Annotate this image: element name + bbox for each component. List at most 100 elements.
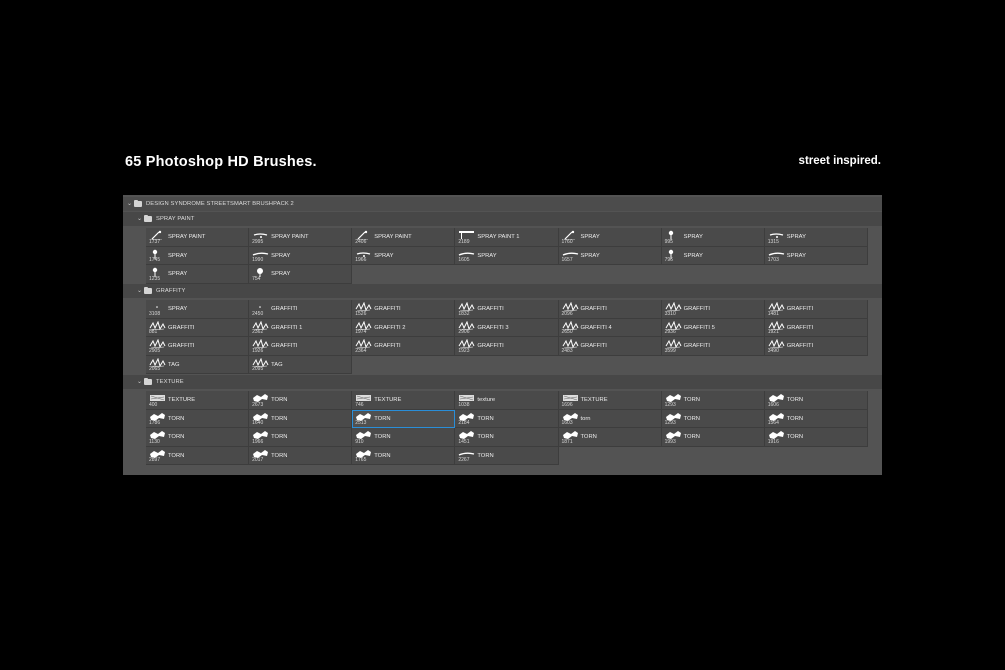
brush-preset[interactable]: 3108 SPRAY bbox=[146, 300, 250, 319]
brush-preset[interactable]: 1526 GRAFFITI bbox=[352, 300, 456, 319]
drip-icon bbox=[668, 230, 673, 240]
brush-preset[interactable]: 1737 SPRAY PAINT bbox=[146, 228, 250, 247]
brush-name: TORN bbox=[374, 415, 391, 422]
brush-preset[interactable]: 1657 SPRAY bbox=[558, 246, 662, 265]
brush-preset[interactable]: 2189 SPRAY PAINT 1 bbox=[455, 228, 559, 247]
spray-dot-icon bbox=[769, 233, 783, 238]
brush-preset[interactable]: 1871 TORN bbox=[558, 428, 662, 447]
brush-preset[interactable]: 2065 TAG bbox=[146, 355, 250, 374]
brush-name: TORN bbox=[683, 397, 700, 403]
brush-preset[interactable]: 1993 TORN bbox=[661, 428, 765, 447]
torn-icon bbox=[253, 431, 269, 439]
brush-size: 2513 bbox=[355, 420, 367, 426]
brush-preset[interactable]: 1990 SPRAY bbox=[249, 246, 353, 265]
brush-preset[interactable]: 2184 TORN bbox=[455, 409, 559, 428]
brush-name: TORN bbox=[168, 452, 185, 459]
torn-icon bbox=[665, 394, 681, 402]
brush-name: TORN bbox=[477, 415, 494, 422]
brush-preset[interactable]: 881 GRAFFITI bbox=[146, 318, 250, 337]
brush-name: TAG bbox=[271, 361, 283, 368]
root-folder-row[interactable]: ⌄ DESIGN SYNDROME STREETSMART BRUSHPACK … bbox=[123, 197, 882, 211]
group-row-spray-paint[interactable]: ⌄ SPRAY PAINT bbox=[123, 212, 882, 226]
brush-preset[interactable]: 1916 TORN bbox=[764, 428, 868, 447]
brush-preset[interactable]: 2513 TORN bbox=[352, 409, 456, 428]
torn-icon bbox=[459, 431, 475, 439]
brush-name: SPRAY bbox=[786, 234, 806, 240]
brush-preset[interactable]: 1760 SPRAY bbox=[558, 228, 662, 247]
chevron-down-icon[interactable]: ⌄ bbox=[127, 201, 133, 207]
chevron-down-icon[interactable]: ⌄ bbox=[137, 216, 143, 222]
brush-preset[interactable]: 1921 GRAFFITI bbox=[764, 318, 868, 337]
chevron-down-icon[interactable]: ⌄ bbox=[137, 379, 143, 385]
brush-preset[interactable]: 2673 TORN bbox=[249, 391, 353, 410]
group-row-graffity[interactable]: ⌄ GRAFFITY bbox=[123, 284, 882, 298]
brush-preset[interactable]: 1696 TEXTURE bbox=[558, 391, 662, 410]
brush-preset[interactable]: 2364 GRAFFITI bbox=[352, 337, 456, 356]
brush-preset[interactable]: 1966 TORN bbox=[249, 428, 353, 447]
page-tagline: street inspired. bbox=[798, 155, 881, 167]
brush-preset[interactable]: 1130 TORN bbox=[146, 428, 250, 447]
texture-icon bbox=[356, 395, 372, 401]
brush-preset[interactable]: 1745 SPRAY bbox=[146, 246, 250, 265]
brush-preset[interactable]: 1293 TORN bbox=[661, 391, 765, 410]
brush-preset[interactable]: 1923 GRAFFITI bbox=[455, 337, 559, 356]
brush-preset[interactable]: 1293 TORN bbox=[661, 409, 765, 428]
brush-size: 3108 bbox=[149, 310, 161, 317]
brush-preset[interactable]: 1605 SPRAY bbox=[455, 246, 559, 265]
spray-dot-icon bbox=[357, 251, 371, 257]
brush-size: 2450 bbox=[252, 310, 264, 317]
brush-preset[interactable]: 1786 TORN bbox=[146, 409, 250, 428]
brush-preset[interactable]: 746 TEXTURE bbox=[352, 391, 456, 410]
brush-name: TORN bbox=[374, 434, 391, 440]
brush-preset[interactable]: 1765 TORN bbox=[352, 446, 456, 465]
brush-preset[interactable]: 995 SPRAY bbox=[661, 228, 765, 247]
brush-preset[interactable]: 2406 SPRAY PAINT bbox=[352, 228, 456, 247]
tag-icon bbox=[149, 339, 166, 349]
brush-preset[interactable]: 2017 TORN bbox=[249, 446, 353, 465]
brush-preset[interactable]: 2995 SPRAY PAINT bbox=[249, 228, 353, 247]
brush-preset[interactable]: 910 TORN bbox=[352, 428, 456, 447]
tag-icon bbox=[252, 339, 269, 349]
brush-preset[interactable]: 1966 SPRAY bbox=[352, 246, 456, 265]
brush-preset[interactable]: 3310 GRAFFITI bbox=[661, 300, 765, 319]
brush-preset[interactable]: 1481 GRAFFITI bbox=[764, 300, 868, 319]
brush-preset[interactable]: 2650 GRAFFITI 4 bbox=[558, 318, 662, 337]
torn-icon bbox=[356, 412, 372, 421]
brush-preset[interactable]: 1564 TORN bbox=[764, 409, 868, 428]
brush-name: TORN bbox=[683, 434, 700, 440]
brush-preset[interactable]: 754 SPRAY bbox=[249, 265, 353, 284]
brush-preset[interactable]: 2267 TORN bbox=[455, 446, 559, 465]
brush-preset[interactable]: 1974 GRAFFITI 2 bbox=[352, 318, 456, 337]
brush-preset[interactable]: 2906 GRAFFITI 3 bbox=[455, 318, 559, 337]
brush-preset[interactable]: 3599 GRAFFITI bbox=[661, 337, 765, 356]
brush-preset[interactable]: 1703 SPRAY bbox=[764, 246, 868, 265]
brush-preset[interactable]: 2483 GRAFFITI bbox=[558, 337, 662, 356]
brush-preset[interactable]: 796 SPRAY bbox=[661, 246, 765, 265]
brush-preset[interactable]: 1235 SPRAY bbox=[146, 265, 250, 284]
brush-preset[interactable]: 2362 GRAFFITI 1 bbox=[249, 318, 353, 337]
brush-preset[interactable]: 2096 GRAFFITI bbox=[558, 300, 662, 319]
brush-preset[interactable]: 400 TEXTURE bbox=[146, 391, 250, 410]
brush-preset[interactable]: 1315 SPRAY bbox=[764, 228, 868, 247]
brush-preset[interactable]: 3490 GRAFFITI bbox=[764, 337, 868, 356]
brush-size: 1603 bbox=[561, 420, 573, 426]
brush-preset[interactable]: 1832 GRAFFITI bbox=[455, 300, 559, 319]
brush-preset[interactable]: 2095 TAG bbox=[249, 355, 353, 374]
brush-preset[interactable]: 1603 torn bbox=[558, 409, 662, 428]
chevron-down-icon[interactable]: ⌄ bbox=[137, 288, 143, 294]
tag-icon bbox=[768, 339, 785, 349]
brush-preset[interactable]: 1640 TORN bbox=[249, 409, 353, 428]
brush-preset[interactable]: 2905 GRAFFITI bbox=[146, 337, 250, 356]
brush-name: SPRAY bbox=[683, 252, 703, 259]
brush-name: TORN bbox=[786, 397, 804, 403]
brush-preset[interactable]: 2936 GRAFFITI 5 bbox=[661, 318, 765, 337]
brush-preset[interactable]: 2450 GRAFFITI bbox=[249, 300, 353, 319]
brush-preset[interactable]: 1038 texture bbox=[455, 391, 559, 410]
brush-preset[interactable]: 2897 TORN bbox=[146, 446, 250, 465]
torn-icon bbox=[150, 449, 165, 458]
brush-preset[interactable]: 1926 GRAFFITI bbox=[249, 337, 353, 356]
brush-size: 1235 bbox=[149, 275, 161, 282]
brush-preset[interactable]: 1451 TORN bbox=[455, 428, 559, 447]
brush-preset[interactable]: 1606 TORN bbox=[764, 391, 868, 410]
group-row-texture[interactable]: ⌄ TEXTURE bbox=[123, 375, 882, 389]
